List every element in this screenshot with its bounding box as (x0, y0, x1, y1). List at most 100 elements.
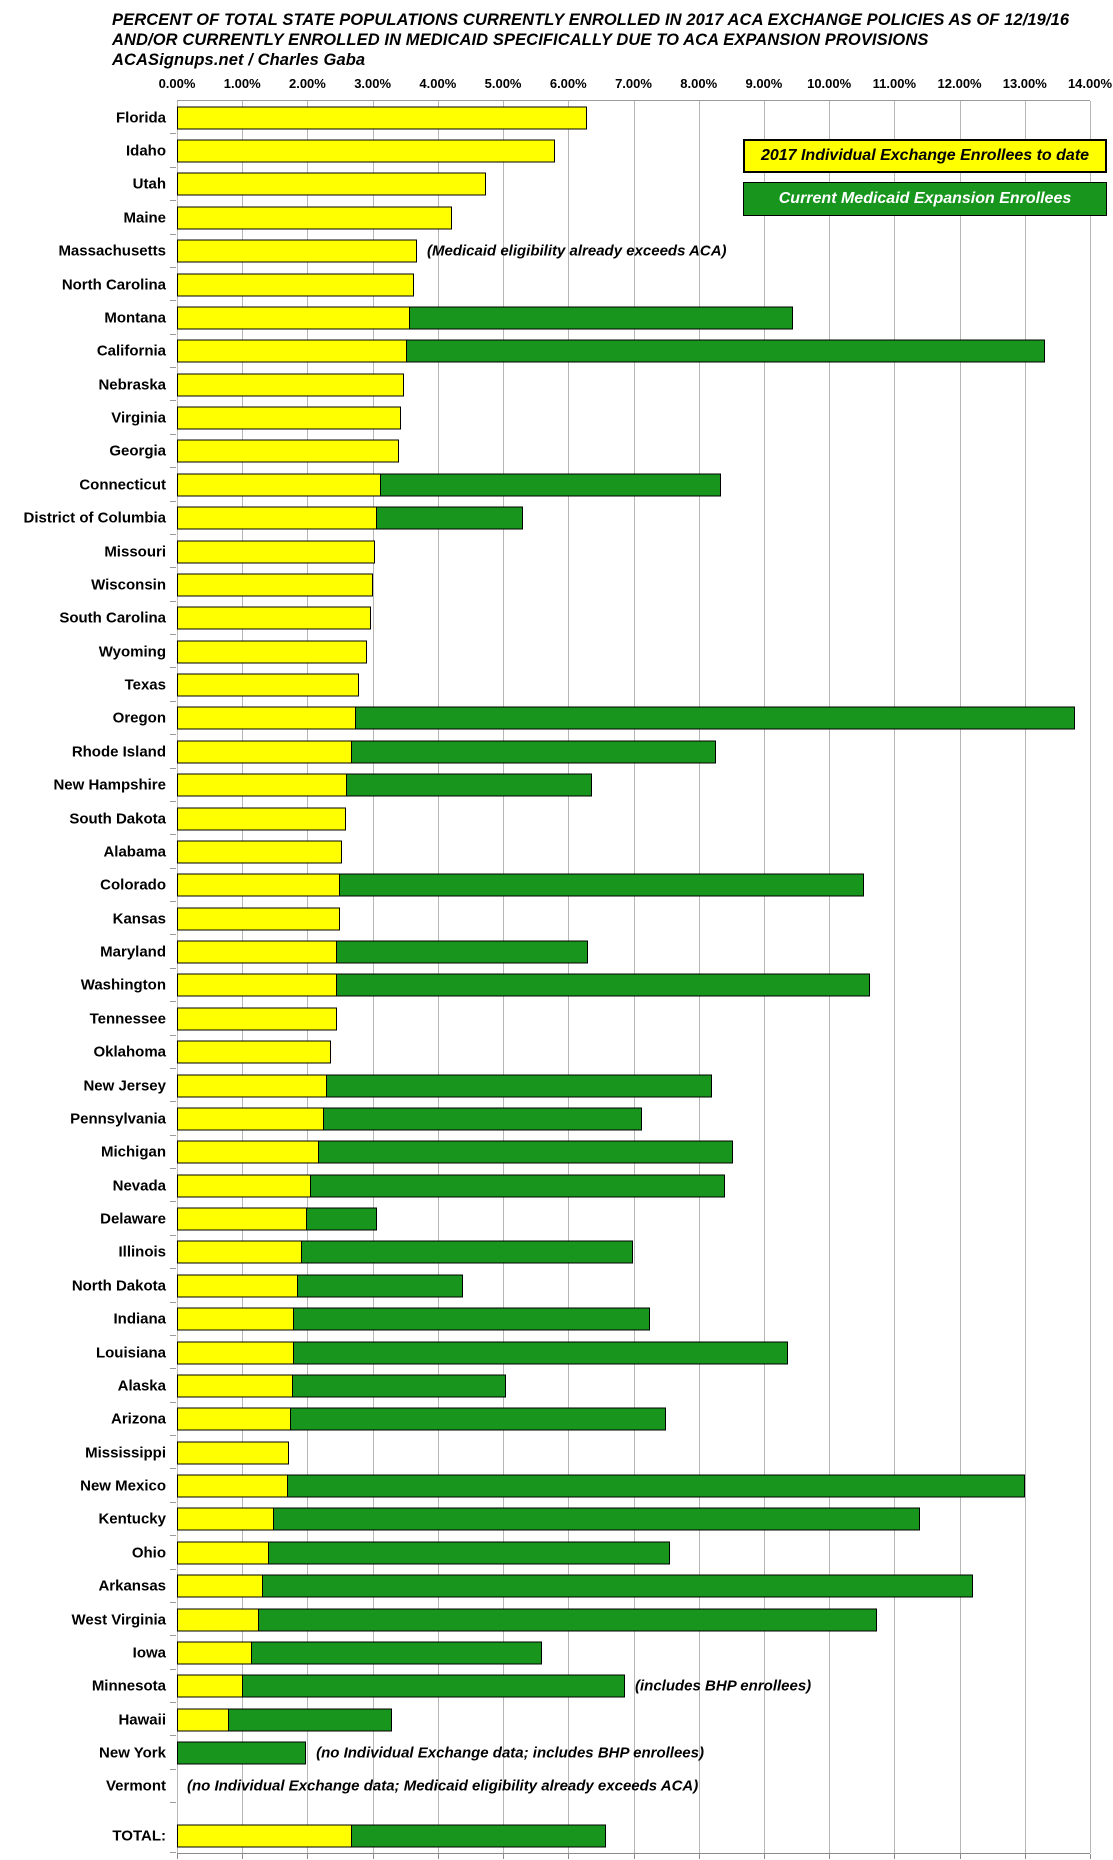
state-label: North Dakota (71, 1277, 166, 1295)
exchange-bar-segment (177, 873, 341, 897)
exchange-bar-segment (177, 907, 341, 931)
chart-title-line1: PERCENT OF TOTAL STATE POPULATIONS CURRE… (112, 11, 1070, 29)
state-label: Oklahoma (93, 1043, 166, 1061)
medicaid-bar-segment (335, 973, 871, 997)
y-axis-tick-mark (170, 233, 176, 235)
medicaid-bar-segment (306, 1207, 378, 1231)
y-axis-tick-mark (170, 967, 176, 969)
x-axis-tick-label: 3.00% (354, 76, 392, 91)
bar-annotation: (no Individual Exchange data; includes B… (316, 1744, 704, 1762)
state-label: Michigan (100, 1143, 166, 1161)
table-row: Minnesota (includes BHP enrollees) (92, 1670, 1090, 1703)
exchange-bar-segment (177, 139, 556, 163)
exchange-bar-segment (177, 1207, 308, 1231)
exchange-bar-segment (177, 1608, 259, 1632)
y-axis-tick-mark (170, 567, 176, 569)
medicaid-bar-segment (351, 740, 716, 764)
x-axis-tick-label: 5.00% (484, 76, 522, 91)
x-axis-tick-mark (437, 1854, 439, 1859)
bar-annotation: (Medicaid eligibility already exceeds AC… (426, 242, 727, 260)
exchange-bar-segment (177, 1574, 264, 1598)
y-axis-tick-mark (170, 266, 176, 268)
y-axis-tick-mark (170, 667, 176, 669)
x-axis-tick-mark (763, 1854, 765, 1859)
medicaid-bar-segment (409, 306, 793, 330)
state-label: Kansas (112, 910, 166, 928)
gridline (1090, 101, 1091, 1853)
y-axis-tick-mark (170, 133, 176, 135)
medicaid-bar-segment (406, 339, 1045, 363)
exchange-bar-segment (177, 1040, 331, 1064)
medicaid-bar-segment (286, 1474, 1025, 1498)
state-label: Kentucky (98, 1510, 166, 1528)
x-axis-tick-mark (633, 1854, 635, 1859)
exchange-bar-segment (177, 807, 346, 831)
medicaid-bar-segment (262, 1574, 973, 1598)
medicaid-bar-segment (336, 940, 588, 964)
y-axis-tick-mark (170, 1168, 176, 1169)
table-row: Hawaii (118, 1703, 1090, 1737)
medicaid-bar-segment (323, 1107, 642, 1131)
table-row: Washington (81, 969, 1090, 1003)
exchange-bar-segment (177, 606, 371, 630)
table-row: Rhode Island (72, 735, 1090, 769)
table-row: Virginia (111, 401, 1090, 435)
table-row: Delaware (100, 1202, 1090, 1236)
table-row: South Carolina (59, 602, 1090, 635)
table-row: Utah (133, 168, 1090, 202)
legend-medicaid-enrollees: Current Medicaid Expansion Enrollees (743, 182, 1107, 216)
state-label: Indiana (113, 1310, 166, 1328)
y-axis-tick-mark (170, 1134, 176, 1136)
table-row: Alabama (103, 835, 1090, 869)
exchange-bar-segment (177, 439, 400, 463)
medicaid-bar-segment (300, 1240, 634, 1264)
x-axis-tick-label: 1.00% (223, 76, 261, 91)
exchange-bar-segment (177, 1307, 294, 1331)
bar-rows: Florida Idaho Utah Maine Massachusetts (Medic… (23, 101, 1090, 1853)
state-label: Mississippi (85, 1444, 166, 1462)
exchange-bar-segment (177, 1240, 302, 1264)
table-row: Texas (125, 668, 1090, 702)
exchange-bar-segment (177, 540, 376, 564)
legend-medicaid-label: Current Medicaid Expansion Enrollees (778, 190, 1072, 207)
gridline (959, 101, 961, 1853)
table-row: Michigan (101, 1136, 1090, 1169)
y-axis-tick-mark (170, 1034, 176, 1036)
state-label: Hawaii (118, 1711, 166, 1729)
table-row: Ohio (132, 1536, 1090, 1570)
y-axis-tick-mark (170, 1101, 176, 1103)
y-axis-tick-mark (170, 1702, 176, 1703)
state-label: South Carolina (59, 609, 166, 627)
table-row: Wisconsin (91, 568, 1090, 602)
table-row: Mississippi (85, 1436, 1090, 1470)
medicaid-bar-segment (292, 1374, 506, 1398)
exchange-bar-segment (177, 1140, 320, 1164)
y-axis-tick-mark (170, 467, 176, 469)
gridline (1024, 101, 1026, 1853)
y-axis-tick-mark (170, 1234, 176, 1236)
exchange-bar-segment (177, 172, 487, 196)
x-axis-tick-label: 10.00% (807, 76, 852, 91)
state-label: Minnesota (91, 1677, 166, 1695)
state-label: Colorado (100, 876, 166, 894)
state-label: Idaho (126, 142, 166, 160)
medicaid-bar-segment (345, 773, 592, 797)
exchange-bar-segment (177, 1341, 294, 1365)
table-row: Wyoming (99, 635, 1090, 669)
table-row: Tennessee (90, 1002, 1090, 1036)
table-row: Vermont (no Individual Exchange data; Med… (106, 1770, 1090, 1804)
medicaid-bar-segment (380, 473, 721, 497)
exchange-bar-segment (177, 1407, 292, 1431)
y-axis-tick-mark (170, 934, 176, 936)
table-row: Maryland (100, 935, 1090, 969)
medicaid-bar-segment (292, 1307, 650, 1331)
table-row: Missouri (104, 535, 1090, 569)
medicaid-bar-segment (355, 706, 1075, 730)
state-label: Wyoming (98, 643, 166, 661)
state-label: New Mexico (80, 1477, 166, 1495)
medicaid-bar-segment (177, 1741, 307, 1765)
table-row: Arizona (111, 1403, 1090, 1436)
medicaid-bar-segment (241, 1674, 625, 1698)
legend-exchange-label: 2017 Individual Exchange Enrollees to da… (760, 147, 1090, 164)
table-row: New Mexico (80, 1469, 1090, 1503)
